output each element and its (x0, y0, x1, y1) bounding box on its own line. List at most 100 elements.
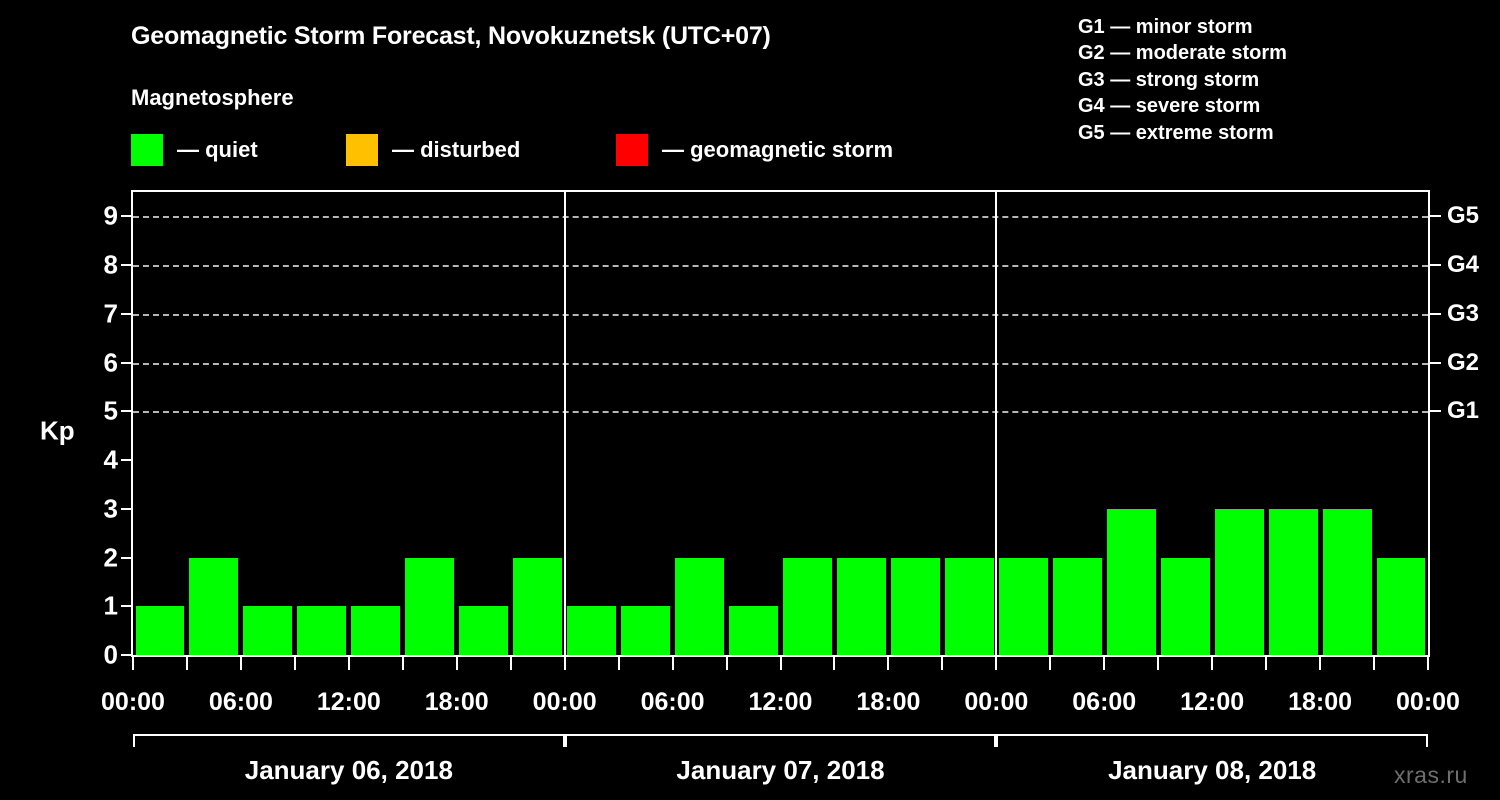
y-tick-label-1: 1 (103, 590, 118, 621)
g-tick-mark (1430, 215, 1441, 218)
day-divider (995, 192, 998, 655)
g-scale-row-g4: G4 — severe storm (1078, 95, 1261, 118)
g-axis-label-g3: G3 (1447, 299, 1480, 327)
day-divider (563, 192, 566, 655)
x-tick-mark (509, 657, 512, 670)
x-tick-mark (617, 657, 620, 670)
x-tick-mark (1049, 657, 1052, 670)
x-tick-mark (941, 657, 944, 670)
legend-item-storm: — geomagnetic storm (616, 133, 893, 167)
x-tick-mark (1319, 657, 1322, 670)
y-tick-label-7: 7 (103, 298, 118, 329)
bar (513, 557, 563, 655)
y-tick-mark (121, 312, 131, 315)
x-tick-label: 06:00 (208, 688, 273, 716)
legend-item-label: — disturbed (392, 137, 521, 162)
y-tick-label-3: 3 (103, 493, 118, 524)
y-tick-mark (121, 654, 131, 656)
g-axis-label-g5: G5 (1447, 202, 1480, 230)
x-tick-mark (671, 657, 674, 670)
x-tick-label: 18:00 (1288, 688, 1353, 716)
y-tick-label-0: 0 (103, 639, 118, 670)
x-tick-label: 00:00 (101, 688, 165, 716)
legend-heading: Magnetosphere (131, 85, 294, 110)
gridline-kp-5 (133, 411, 1428, 414)
x-tick-mark (401, 657, 404, 670)
bar (1214, 508, 1264, 655)
bar (890, 557, 940, 655)
bar (351, 606, 401, 655)
bar (998, 557, 1048, 655)
y-tick-label-4: 4 (103, 444, 118, 475)
x-tick-mark (887, 657, 890, 670)
x-tick-mark (1427, 657, 1429, 670)
x-tick-mark (1103, 657, 1106, 670)
bar (944, 557, 994, 655)
gridline-kp-6 (133, 362, 1428, 365)
y-tick-label-8: 8 (103, 249, 118, 280)
bar (567, 606, 617, 655)
x-tick-mark (563, 657, 566, 670)
y-tick-mark (121, 459, 131, 462)
bar (783, 557, 832, 655)
bar (1052, 557, 1102, 655)
g-scale-row-g1: G1 — minor storm (1078, 16, 1253, 38)
g-scale-row-g2: G2 — moderate storm (1078, 42, 1287, 65)
y-tick-mark (121, 361, 131, 364)
bar (1376, 557, 1426, 655)
date-label: January 06, 2018 (244, 755, 453, 785)
bar (1268, 508, 1318, 655)
g-axis-label-g2: G2 (1447, 348, 1480, 376)
watermark: xras.ru (1394, 762, 1468, 788)
x-tick-label: 06:00 (1072, 688, 1137, 716)
bar (189, 557, 239, 655)
x-tick-mark (1211, 657, 1214, 670)
bar (459, 606, 509, 655)
y-tick-label-2: 2 (103, 542, 118, 573)
gridline-kp-8 (133, 265, 1428, 268)
legend-item-quiet: — quiet (131, 133, 258, 167)
y-tick-mark (121, 264, 131, 267)
x-tick-label: 12:00 (1180, 688, 1245, 716)
y-tick-label-5: 5 (103, 395, 118, 426)
x-tick-mark (995, 657, 998, 670)
g-tick-mark (1430, 410, 1441, 413)
legend-item-label: — geomagnetic storm (662, 137, 894, 162)
x-tick-label: 12:00 (316, 688, 381, 716)
date-bracket (564, 734, 997, 747)
y-tick-mark (121, 410, 131, 413)
green-square-swatch-icon (131, 134, 163, 166)
g-axis-label-g1: G1 (1447, 397, 1480, 425)
gridline-kp-7 (133, 313, 1428, 316)
bar (405, 557, 455, 655)
red-square-swatch-icon (616, 134, 648, 166)
x-tick-mark (185, 657, 188, 670)
y-tick-mark (121, 556, 131, 559)
x-tick-label: 06:00 (640, 688, 705, 716)
g-tick-mark (1430, 312, 1441, 315)
page-title: Geomagnetic Storm Forecast, Novokuznetsk… (131, 22, 771, 50)
g-axis-label-g4: G4 (1447, 251, 1480, 279)
y-tick-mark (121, 507, 131, 510)
x-tick-mark (239, 657, 242, 670)
bar (675, 557, 725, 655)
plot-area (131, 190, 1430, 657)
date-label: January 08, 2018 (1108, 755, 1317, 785)
x-tick-mark (1373, 657, 1376, 670)
y-tick-mark (121, 215, 131, 218)
bar (621, 606, 671, 655)
g-tick-mark (1430, 361, 1441, 364)
legend-item-label: — quiet (177, 137, 258, 162)
x-tick-label: 12:00 (748, 688, 813, 716)
x-tick-mark (725, 657, 728, 670)
y-axis-title: Kp (40, 415, 75, 446)
bar (836, 557, 886, 655)
x-tick-label: 18:00 (856, 688, 921, 716)
x-tick-mark (455, 657, 458, 670)
x-tick-label: 18:00 (424, 688, 489, 716)
plot-inner (133, 192, 1428, 655)
x-tick-label: 00:00 (964, 688, 1029, 716)
bar (297, 606, 347, 655)
x-tick-label: 00:00 (532, 688, 597, 716)
bar (1160, 557, 1210, 655)
